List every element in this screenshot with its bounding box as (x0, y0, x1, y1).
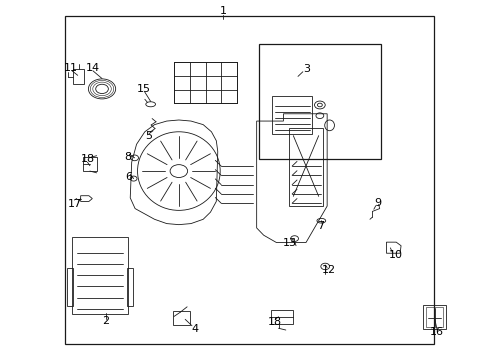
Text: 14: 14 (85, 63, 100, 73)
Bar (426, 307, 442, 327)
Text: 1: 1 (219, 6, 226, 17)
Text: 3: 3 (303, 64, 309, 73)
Bar (259, 44, 380, 158)
Text: 11: 11 (63, 63, 77, 73)
Bar (83, 157, 97, 171)
Text: 6: 6 (125, 172, 132, 183)
Text: 18: 18 (80, 154, 94, 164)
Bar (72, 237, 127, 314)
Bar (272, 96, 311, 134)
Text: 4: 4 (191, 324, 198, 334)
Text: 5: 5 (144, 131, 151, 141)
Bar (64, 16, 433, 344)
Text: 16: 16 (429, 327, 443, 337)
Bar (126, 268, 133, 306)
Text: 17: 17 (68, 199, 82, 209)
Text: 7: 7 (317, 221, 324, 231)
Text: 2: 2 (102, 316, 109, 327)
Bar (66, 268, 73, 306)
Text: 10: 10 (388, 250, 403, 260)
Text: 15: 15 (136, 84, 150, 94)
Text: 8: 8 (124, 152, 131, 162)
Bar (73, 69, 84, 84)
Text: 9: 9 (373, 198, 381, 208)
Text: 18: 18 (267, 317, 282, 327)
Bar (174, 62, 237, 103)
Bar (288, 129, 322, 206)
Text: 12: 12 (322, 265, 335, 275)
Bar (423, 305, 445, 329)
Text: 13: 13 (283, 238, 297, 248)
Bar (172, 311, 190, 325)
